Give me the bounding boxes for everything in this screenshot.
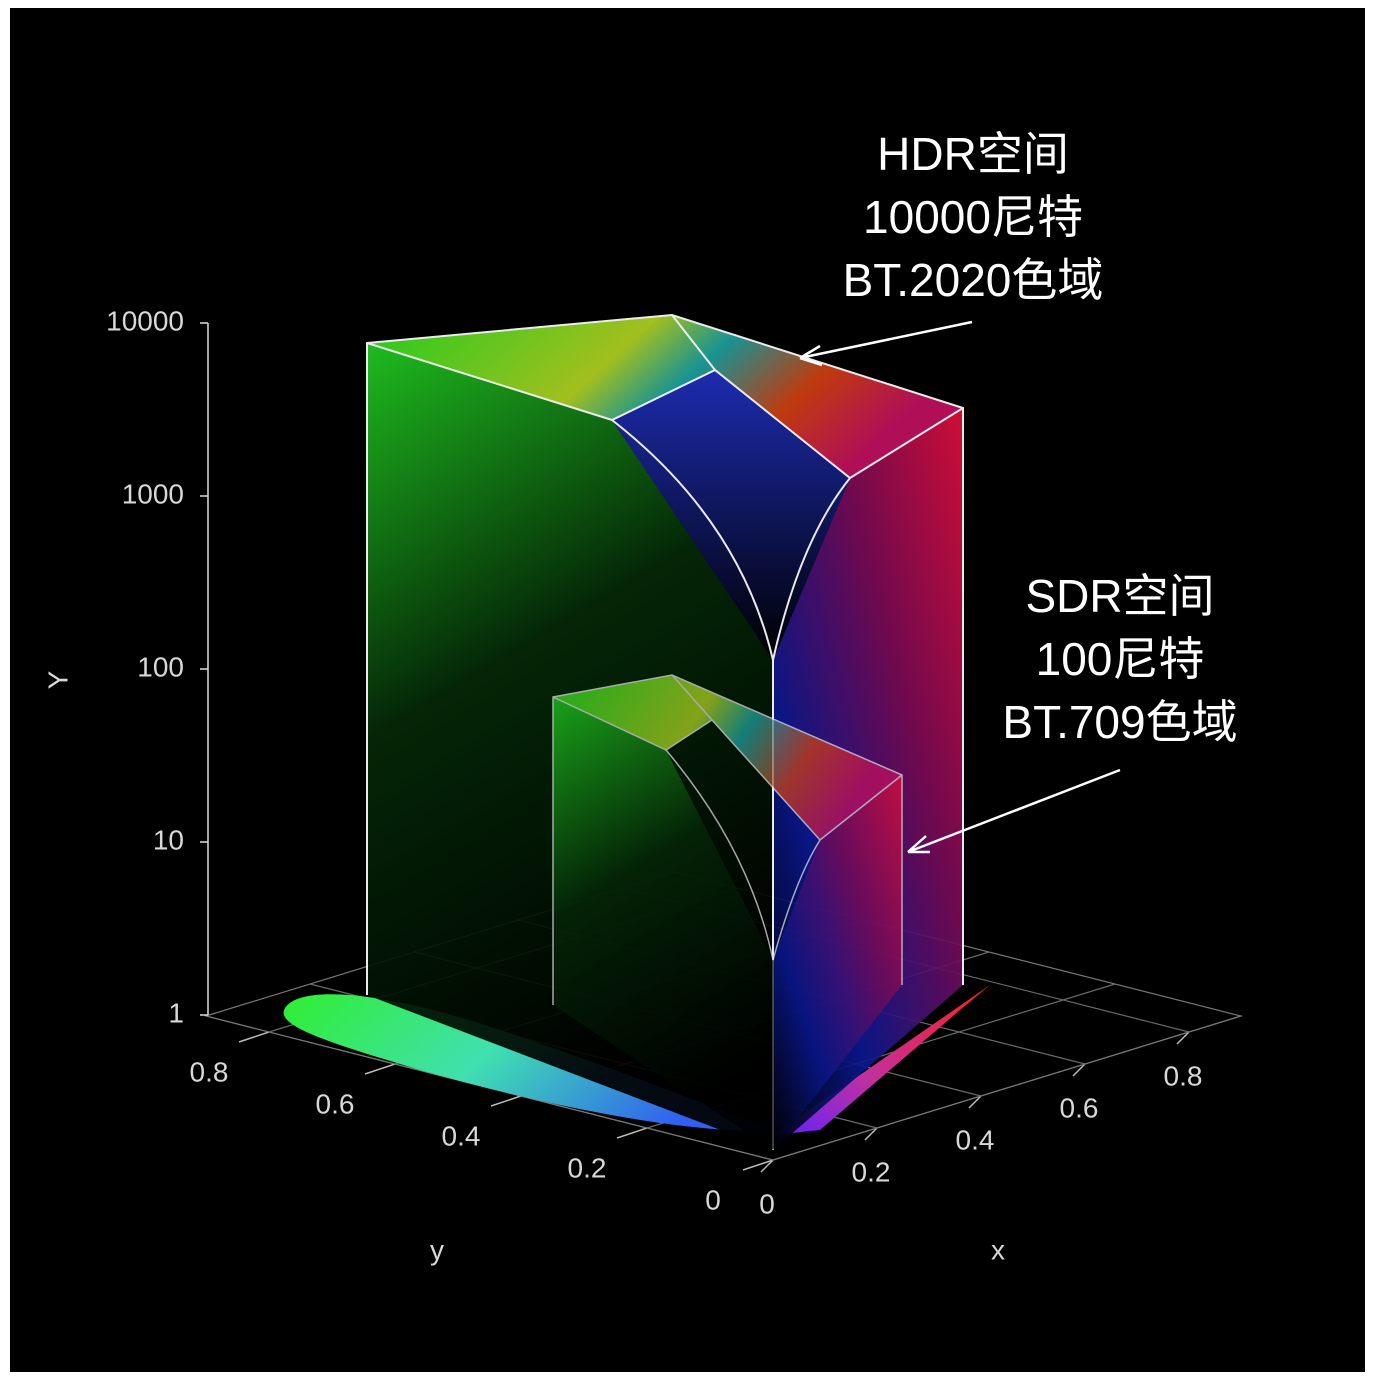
axes: 00.20.40.60.800.20.40.60.811010010001000… xyxy=(42,305,1202,1265)
y-tick-mark xyxy=(364,1063,396,1075)
x-tick-mark xyxy=(760,1159,774,1173)
volume-face xyxy=(553,675,902,840)
volume-face xyxy=(553,697,773,1150)
annotation-text: SDR空间 xyxy=(1025,570,1214,622)
y-tick-label: 0 xyxy=(705,1184,721,1215)
volume-face xyxy=(612,370,850,660)
annotation-text: 100尼特 xyxy=(1036,633,1205,685)
y-tick-mark xyxy=(616,1127,648,1139)
volume-edge xyxy=(611,419,851,661)
x-tick-label: 0.8 xyxy=(1164,1060,1203,1091)
annotation-text: 10000尼特 xyxy=(863,191,1083,243)
annotation-arrow xyxy=(907,768,1121,854)
z-axis-label: Y xyxy=(42,670,73,689)
x-tick-mark xyxy=(1176,1031,1190,1045)
y-tick-label: 0.2 xyxy=(568,1152,607,1183)
x-tick-label: 0.4 xyxy=(956,1124,995,1155)
annotation-text: HDR空间 xyxy=(877,128,1069,180)
z-tick-label: 1000 xyxy=(122,478,184,509)
x-tick-mark xyxy=(864,1127,878,1141)
annotation-text: BT.709色域 xyxy=(1002,696,1237,748)
volume-face xyxy=(773,775,902,1150)
y-tick-label: 0.6 xyxy=(316,1088,355,1119)
x-tick-label: 0.6 xyxy=(1060,1092,1099,1123)
x-axis-label: x xyxy=(991,1234,1005,1265)
annotations: HDR空间 10000尼特 BT.2020色域 SDR空间 100尼特 BT.709色域 xyxy=(843,128,1238,748)
y-tick-mark xyxy=(490,1095,522,1107)
x-tick-label: 0.2 xyxy=(852,1156,891,1187)
y-tick-mark xyxy=(238,1031,270,1043)
volume-edge xyxy=(552,674,714,751)
x-tick-mark xyxy=(968,1095,982,1109)
volume-edge xyxy=(665,749,821,961)
y-tick-label: 0.4 xyxy=(442,1120,481,1151)
z-tick-label: 100 xyxy=(137,651,184,682)
z-tick-label: 10 xyxy=(153,824,184,855)
volume-face xyxy=(367,315,963,478)
annotation-arrow xyxy=(799,320,973,367)
sdr-volume xyxy=(552,674,903,1150)
x-tick-label: 0 xyxy=(759,1188,775,1219)
y-axis-label: y xyxy=(430,1234,444,1265)
y-tick-mark xyxy=(742,1159,774,1171)
z-tick-label: 1 xyxy=(168,997,184,1028)
z-tick-label: 10000 xyxy=(106,305,184,336)
volume-edge xyxy=(366,314,717,422)
x-tick-mark xyxy=(1072,1063,1086,1077)
annotation-text: BT.2020色域 xyxy=(843,254,1104,306)
y-tick-label: 0.8 xyxy=(190,1056,229,1087)
